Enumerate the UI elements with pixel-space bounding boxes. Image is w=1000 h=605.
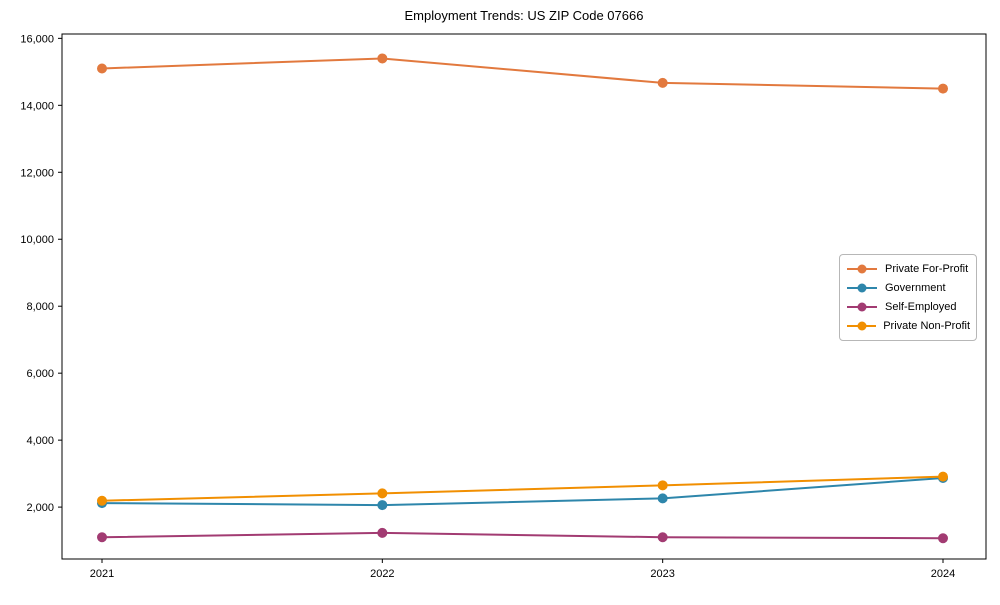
y-tick-label: 10,000 [20, 234, 54, 246]
x-tick-label: 2023 [650, 568, 674, 580]
data-point-private-for-profit-2021 [97, 63, 107, 74]
data-point-private-for-profit-2023 [657, 77, 668, 88]
data-point-private-non-profit-2023 [657, 480, 668, 491]
chart-title: Employment Trends: US ZIP Code 07666 [404, 8, 644, 23]
y-tick-label: 2,000 [26, 502, 54, 514]
data-point-private-non-profit-2022 [377, 488, 388, 499]
legend-marker-private-for-profit [847, 264, 877, 274]
data-point-self-employed-2022 [377, 527, 388, 538]
x-tick-label: 2022 [370, 568, 394, 580]
series-line-government [101, 476, 944, 507]
legend: Private For-Profit Government Self-Employe… [839, 254, 977, 341]
x-tick-label: 2021 [90, 568, 114, 580]
x-tick-label: 2024 [931, 568, 955, 580]
legend-label: Private For-Profit [885, 262, 969, 275]
axes-spines [61, 33, 987, 560]
data-point-self-employed-2021 [97, 532, 107, 543]
data-point-private-for-profit-2022 [377, 53, 388, 64]
data-point-self-employed-2024 [938, 533, 948, 544]
y-tick-label: 4,000 [26, 435, 54, 447]
legend-item: Self-Employed [846, 301, 970, 313]
y-tick-label: 12,000 [20, 167, 54, 179]
legend-label: Self-Employed [885, 301, 957, 314]
y-tick-label: 6,000 [26, 368, 54, 380]
legend-item: Private Non-Profit [846, 320, 970, 332]
data-point-government-2022 [377, 500, 388, 511]
legend-label: Private Non-Profit [883, 320, 970, 333]
data-point-private-non-profit-2024 [938, 471, 948, 482]
data-point-private-non-profit-2021 [97, 495, 107, 506]
series-line-self-employed [101, 531, 944, 540]
legend-item: Government [846, 282, 970, 294]
data-point-private-for-profit-2024 [938, 83, 948, 94]
y-tick-label: 16,000 [20, 33, 54, 45]
data-point-government-2023 [657, 493, 668, 504]
legend-marker-self-employed [847, 302, 877, 312]
legend-label: Government [885, 281, 946, 294]
y-tick-label: 8,000 [26, 301, 54, 313]
legend-item: Private For-Profit [846, 263, 970, 275]
data-point-self-employed-2023 [657, 532, 668, 543]
series-line-private-for-profit [101, 57, 944, 90]
series-line-private-non-profit [101, 475, 944, 502]
legend-marker-government [847, 283, 877, 293]
legend-marker-private-non-profit [847, 321, 877, 331]
y-tick-label: 14,000 [20, 100, 54, 112]
